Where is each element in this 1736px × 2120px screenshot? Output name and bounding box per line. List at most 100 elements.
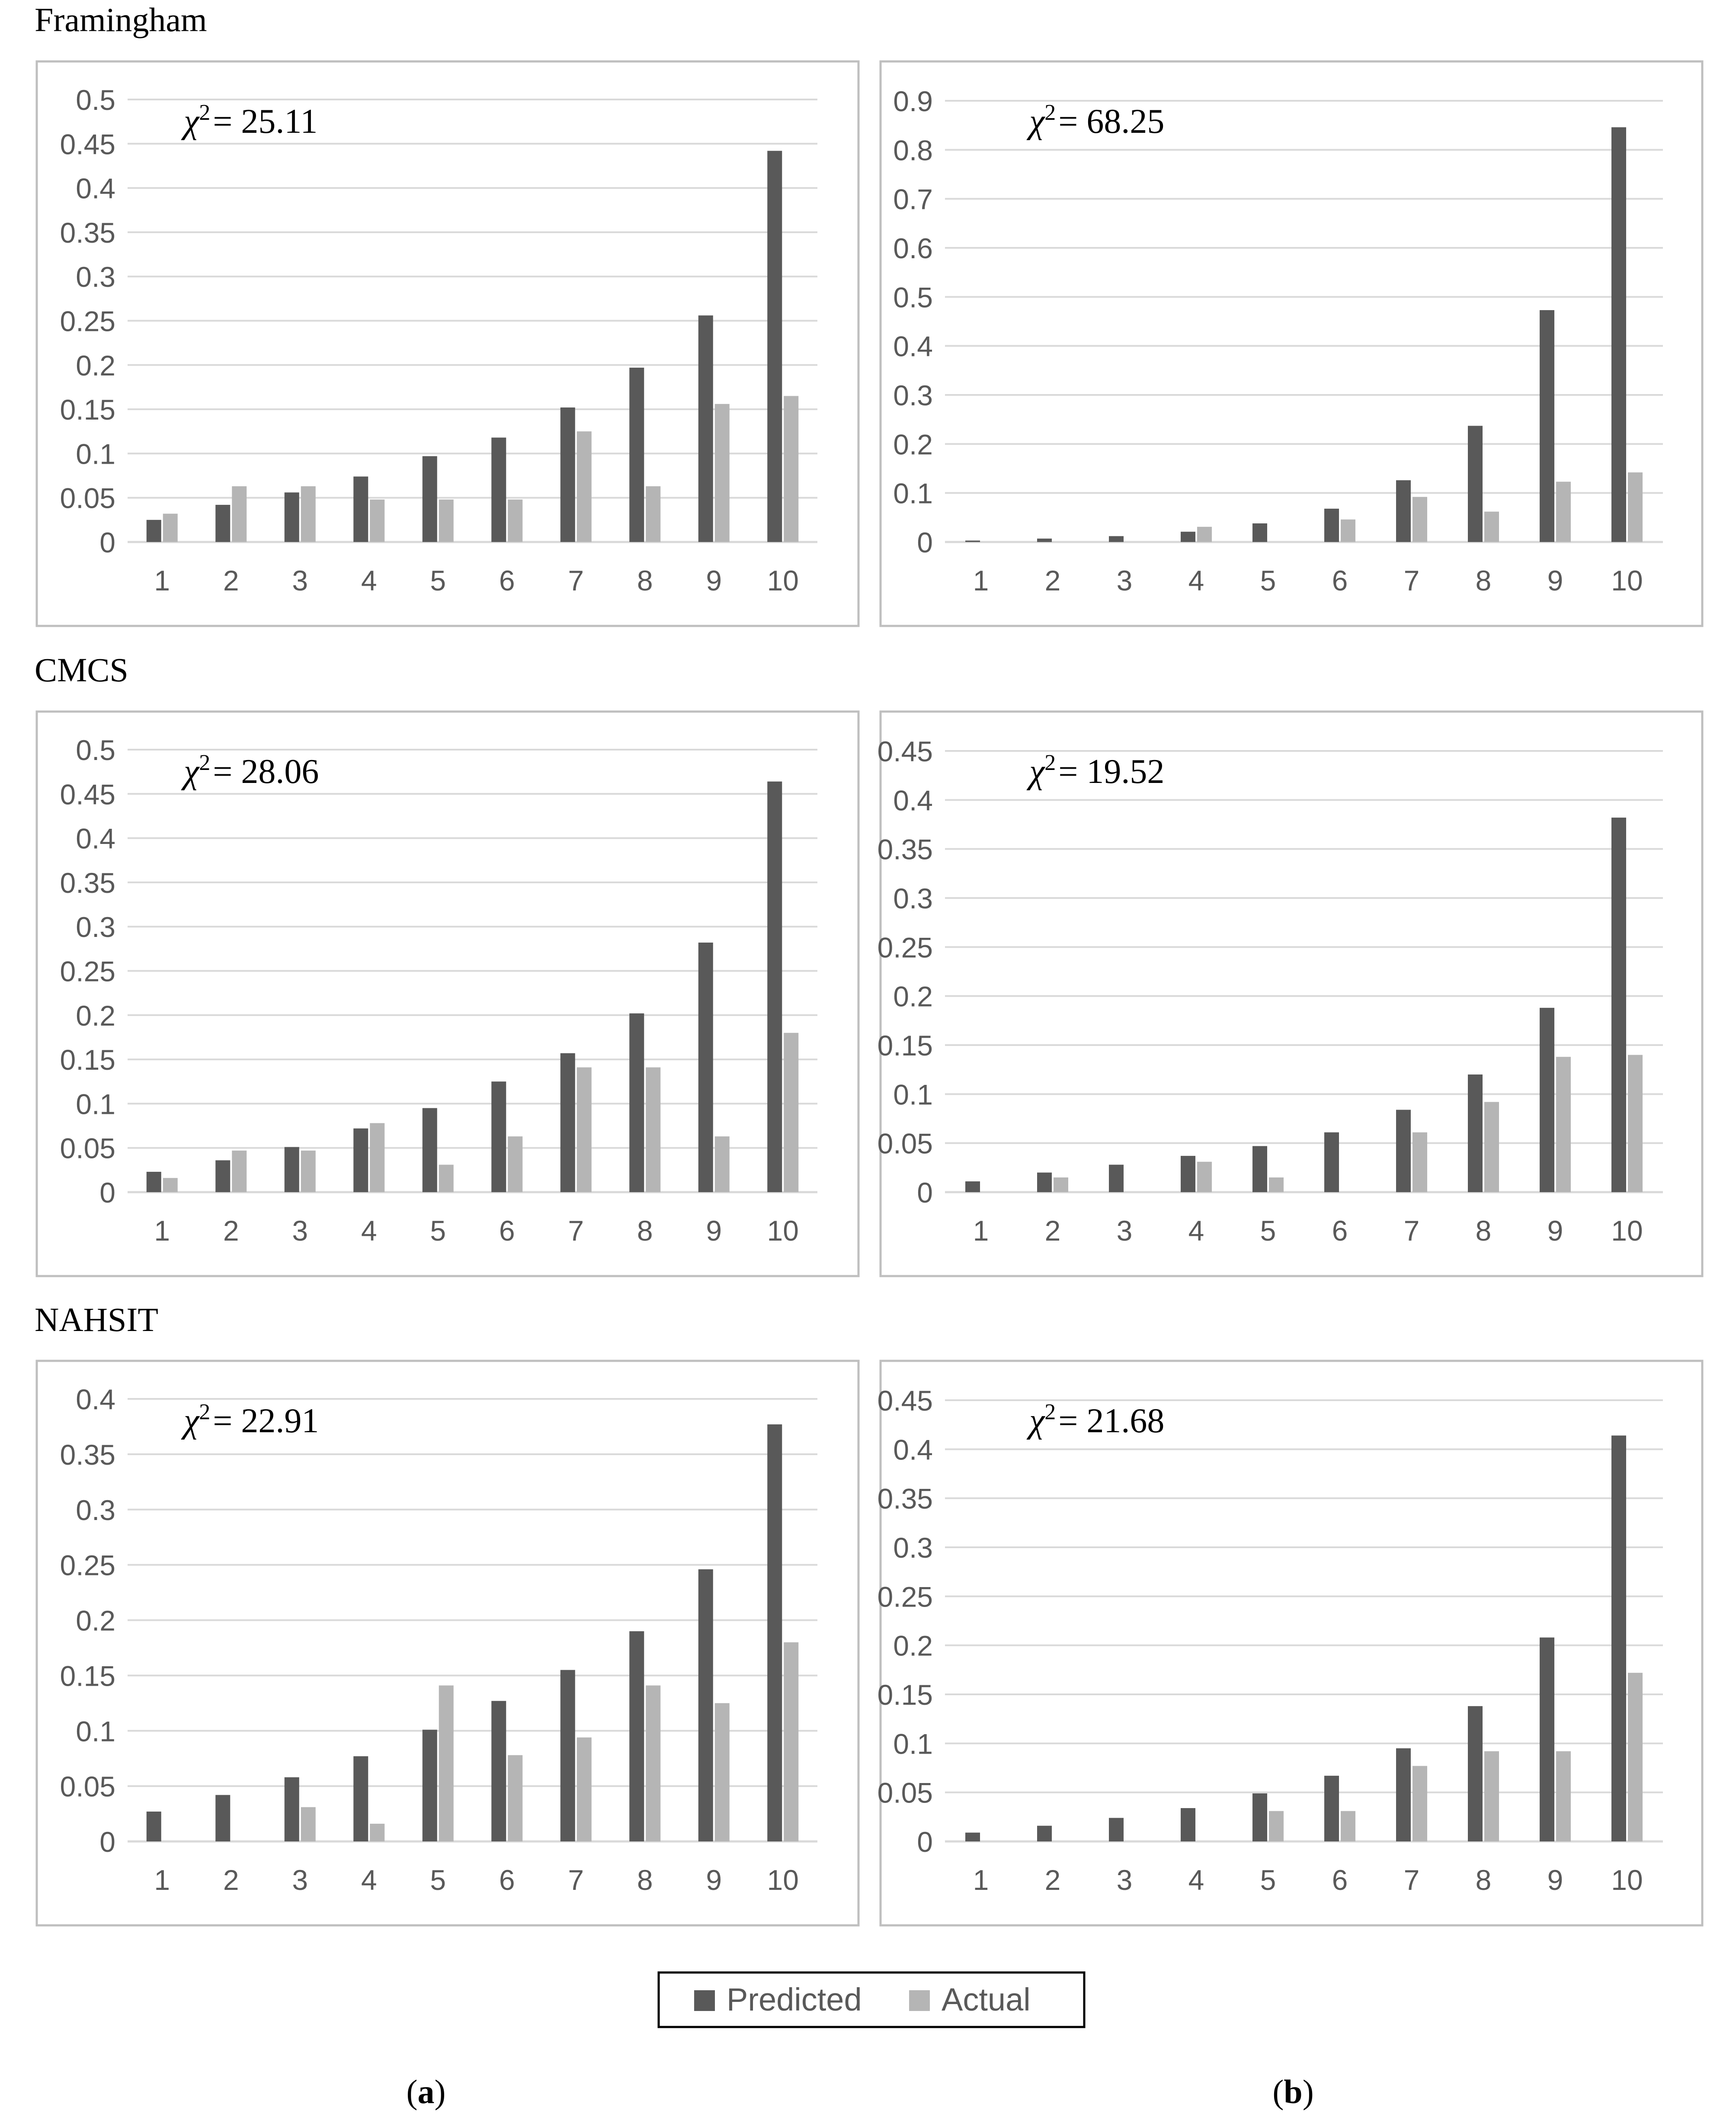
x-tick-label: 5	[430, 1215, 446, 1247]
x-tick-label: 3	[292, 1215, 308, 1247]
y-tick-label: 0.05	[60, 1132, 115, 1164]
x-tick-label: 6	[1332, 564, 1348, 597]
bar-actual-1	[163, 513, 178, 542]
x-tick-label: 7	[1404, 1215, 1420, 1247]
bar-predicted-10	[767, 1424, 782, 1841]
x-tick-label: 9	[1547, 1215, 1563, 1247]
bar-predicted-7	[1396, 1110, 1411, 1192]
x-tick-label: 5	[430, 564, 446, 597]
y-tick-label: 0.2	[893, 1630, 933, 1662]
y-tick-label: 0.2	[893, 981, 933, 1013]
x-tick-label: 9	[706, 564, 722, 597]
bar-actual-8	[646, 1067, 661, 1192]
y-tick-label: 0.45	[878, 735, 933, 767]
bar-actual-8	[646, 1685, 661, 1841]
y-tick-label: 0.25	[878, 931, 933, 963]
x-tick-label: 7	[1404, 564, 1420, 597]
x-tick-label: 3	[292, 564, 308, 597]
bar-predicted-5	[1252, 523, 1267, 542]
bar-predicted-10	[767, 151, 782, 542]
bar-actual-10	[1628, 472, 1643, 542]
x-tick-label: 7	[568, 1864, 584, 1896]
column-label-b: (b)	[1272, 2073, 1313, 2110]
x-tick-label: 8	[1476, 564, 1492, 597]
bar-predicted-9	[698, 315, 713, 542]
y-tick-label: 0.25	[60, 305, 115, 337]
y-tick-label: 0.05	[60, 1770, 115, 1802]
y-tick-label: 0	[99, 526, 115, 558]
bar-actual-6	[1341, 519, 1355, 542]
y-tick-label: 0.1	[893, 478, 933, 510]
x-tick-label: 8	[637, 1215, 653, 1247]
bar-predicted-1	[965, 540, 980, 542]
bar-actual-7	[577, 431, 592, 542]
y-tick-label: 0.25	[878, 1581, 933, 1613]
y-tick-label: 0.4	[893, 1434, 933, 1466]
bar-predicted-5	[422, 1108, 437, 1192]
bar-predicted-1	[965, 1832, 980, 1841]
y-tick-label: 0.1	[76, 1088, 115, 1120]
y-tick-label: 0.5	[76, 84, 115, 116]
x-tick-label: 3	[1117, 564, 1133, 597]
x-tick-label: 1	[154, 1215, 170, 1247]
y-tick-label: 0	[99, 1826, 115, 1858]
bar-actual-2	[232, 486, 247, 542]
y-tick-label: 0.1	[76, 438, 115, 470]
bar-actual-7	[1413, 1132, 1427, 1192]
y-tick-label: 0.35	[60, 1439, 115, 1471]
chi-square-annotation: χ2= 22.91	[181, 1400, 319, 1440]
y-tick-label: 0.6	[893, 232, 933, 264]
legend-frame	[657, 1971, 1086, 2028]
y-tick-label: 0.5	[893, 281, 933, 313]
x-tick-label: 5	[1260, 1215, 1276, 1247]
x-tick-label: 3	[1117, 1864, 1133, 1896]
x-tick-label: 7	[1404, 1864, 1420, 1896]
x-tick-label: 4	[361, 1864, 377, 1896]
x-tick-label: 7	[568, 1215, 584, 1247]
y-tick-label: 0.4	[76, 173, 115, 205]
x-tick-label: 1	[154, 564, 170, 597]
bar-predicted-6	[1324, 1776, 1339, 1841]
bar-actual-10	[784, 1642, 799, 1841]
x-tick-label: 8	[1476, 1215, 1492, 1247]
y-tick-label: 0	[99, 1177, 115, 1209]
x-tick-label: 9	[1547, 1864, 1563, 1896]
bar-predicted-3	[1109, 1818, 1124, 1841]
y-tick-label: 0.05	[878, 1128, 933, 1160]
bar-predicted-2	[215, 1795, 231, 1841]
bar-predicted-2	[1037, 539, 1052, 542]
bar-predicted-4	[353, 476, 368, 542]
bar-actual-9	[1556, 481, 1571, 542]
bar-predicted-6	[491, 437, 506, 542]
y-tick-label: 0.15	[878, 1030, 933, 1062]
x-tick-label: 3	[1117, 1215, 1133, 1247]
bar-actual-10	[784, 396, 799, 542]
x-tick-label: 2	[1045, 1864, 1061, 1896]
bar-predicted-4	[1181, 1156, 1195, 1192]
x-tick-label: 1	[973, 564, 989, 597]
x-tick-label: 3	[292, 1864, 308, 1896]
chart-nahsit-a: 0 0.05 0.1 0.15 0.2 0.25 0.3 0.35 0.4 1 2 3 4 5 6 7 8 9 10…	[35, 1360, 860, 1927]
x-tick-label: 2	[223, 1215, 239, 1247]
y-tick-label: 0.1	[893, 1728, 933, 1760]
y-tick-label: 0.35	[878, 1483, 933, 1515]
x-tick-label: 5	[1260, 564, 1276, 597]
bar-actual-5	[439, 1164, 454, 1192]
bar-predicted-2	[1037, 1825, 1052, 1841]
x-tick-label: 6	[499, 564, 515, 597]
bar-predicted-2	[1037, 1172, 1052, 1192]
bar-predicted-7	[560, 1670, 575, 1841]
y-tick-label: 0.35	[878, 834, 933, 866]
chi-square-annotation: χ2= 68.25	[1026, 100, 1164, 141]
y-tick-label: 0.3	[76, 1494, 115, 1526]
bar-actual-8	[646, 486, 661, 542]
x-tick-label: 8	[637, 1864, 653, 1896]
y-tick-label: 0	[917, 526, 933, 558]
x-tick-label: 10	[767, 1215, 799, 1247]
bar-actual-10	[1628, 1055, 1643, 1192]
bar-predicted-6	[491, 1701, 506, 1841]
bar-actual-5	[1269, 1811, 1284, 1841]
y-tick-label: 0.4	[76, 1383, 115, 1415]
